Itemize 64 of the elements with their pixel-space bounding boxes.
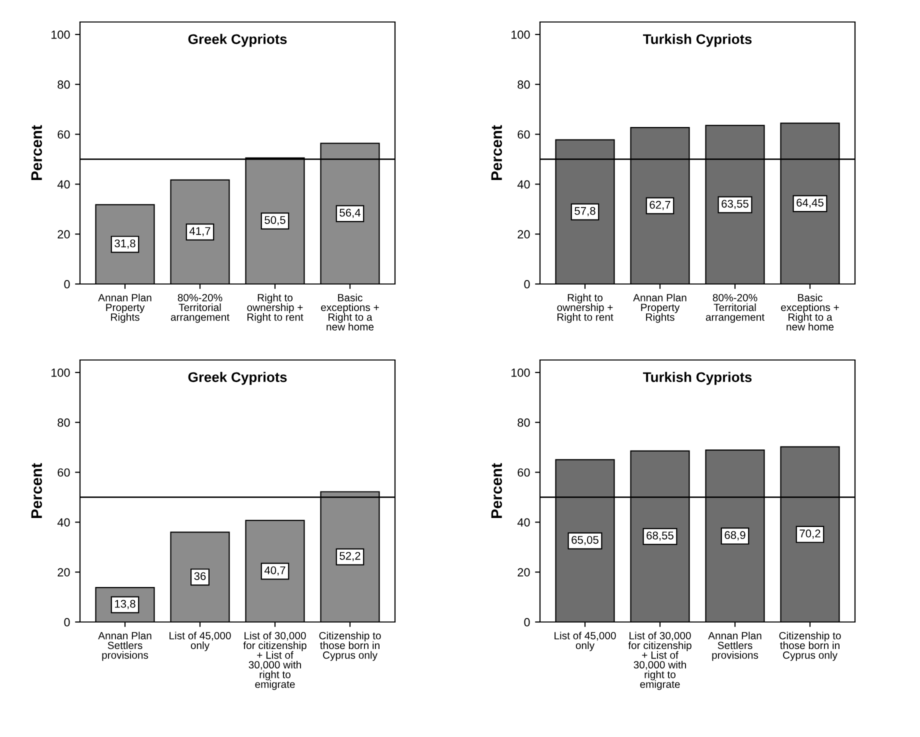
x-tick-label: Annan Plan Property Rights (98, 294, 152, 323)
data-label: 41,7 (189, 227, 210, 236)
data-label: 62,7 (650, 200, 670, 210)
x-tick-label: Annan Plan Settlers provisions (708, 632, 762, 661)
data-label: 13,8 (115, 600, 136, 610)
y-tick-label: 40 (57, 518, 70, 527)
x-tick-label: 80%-20% Territorial arrangement (706, 294, 764, 323)
x-tick-label: Right to ownership + Right to rent (557, 294, 614, 323)
y-tick-label: 40 (517, 518, 530, 527)
y-axis-title: Percent (31, 125, 42, 180)
y-tick-label: 60 (58, 130, 70, 139)
x-tick-label: Right to ownership + Right to rent (247, 294, 304, 323)
y-tick-label: 0 (524, 618, 530, 626)
text: Greek Cypriots (188, 34, 287, 47)
y-tick-label: 20 (58, 230, 70, 238)
x-tick-label: 80%-20% Territorial arrangement (170, 294, 230, 323)
x-tick-label: List of 45,000 only (170, 632, 231, 652)
y-tick-label: 0 (64, 618, 70, 626)
x-tick-label: Basic exceptions + Right to a new home (781, 294, 839, 331)
data-label: 68,55 (646, 532, 674, 541)
data-label: 40,7 (264, 566, 286, 576)
y-axis-title: Percent (491, 463, 502, 518)
y-tick-label: 40 (57, 180, 70, 189)
x-tick-label: Annan Plan Settlers provisions (98, 632, 152, 661)
data-label: 64,45 (796, 198, 824, 208)
y-tick-label: 80 (58, 418, 70, 427)
data-label: 68,9 (724, 531, 746, 540)
x-tick-label: List of 30,000 for citizenship + List of 30,000 with right to emigrate (628, 632, 692, 690)
x-tick-label: Citizenship to those born in Cyprus only (779, 632, 841, 661)
data-label: 57,8 (574, 207, 596, 216)
y-tick-label: 20 (518, 230, 530, 238)
data-label: 52,2 (340, 552, 360, 562)
y-tick-label: 80 (518, 418, 530, 427)
data-label: 63,55 (722, 200, 748, 210)
x-tick-label: Citizenship to those born in Cyprus only (319, 632, 381, 661)
data-label: 56,4 (340, 208, 360, 218)
y-tick-label: 60 (58, 468, 70, 477)
data-label: 31,8 (114, 239, 136, 249)
data-label: 36 (194, 572, 206, 580)
x-tick-label: Basic exceptions + Right to a new home (321, 294, 379, 331)
y-tick-label: 40 (517, 180, 530, 189)
y-axis-title: Percent (31, 463, 42, 518)
y-tick-label: 0 (64, 280, 70, 288)
data-label: 70,2 (800, 530, 820, 539)
text: Greek Cypriots (188, 372, 287, 385)
x-tick-label: List of 45,000 only (554, 632, 616, 652)
y-axis-title: Percent (491, 125, 502, 180)
y-tick-label: 80 (518, 80, 530, 89)
text: Turkish Cypriots (642, 372, 752, 385)
x-tick-label: Annan Plan Property Rights (633, 294, 686, 323)
y-tick-label: 20 (58, 568, 70, 576)
y-tick-label: 0 (524, 280, 530, 288)
y-tick-label: 60 (518, 468, 530, 477)
y-tick-label: 100 (511, 30, 530, 39)
y-tick-label: 100 (51, 368, 70, 377)
text: Turkish Cypriots (642, 34, 752, 47)
data-label: 50,5 (264, 216, 286, 226)
y-tick-label: 20 (518, 568, 530, 576)
y-tick-label: 100 (51, 30, 70, 39)
y-tick-label: 60 (518, 130, 530, 139)
y-tick-label: 80 (58, 80, 70, 89)
data-label: 65,05 (572, 536, 598, 546)
y-tick-label: 100 (511, 368, 530, 377)
x-tick-label: List of 30,000 for citizenship + List of 30,000 with right to emigrate (243, 632, 306, 690)
